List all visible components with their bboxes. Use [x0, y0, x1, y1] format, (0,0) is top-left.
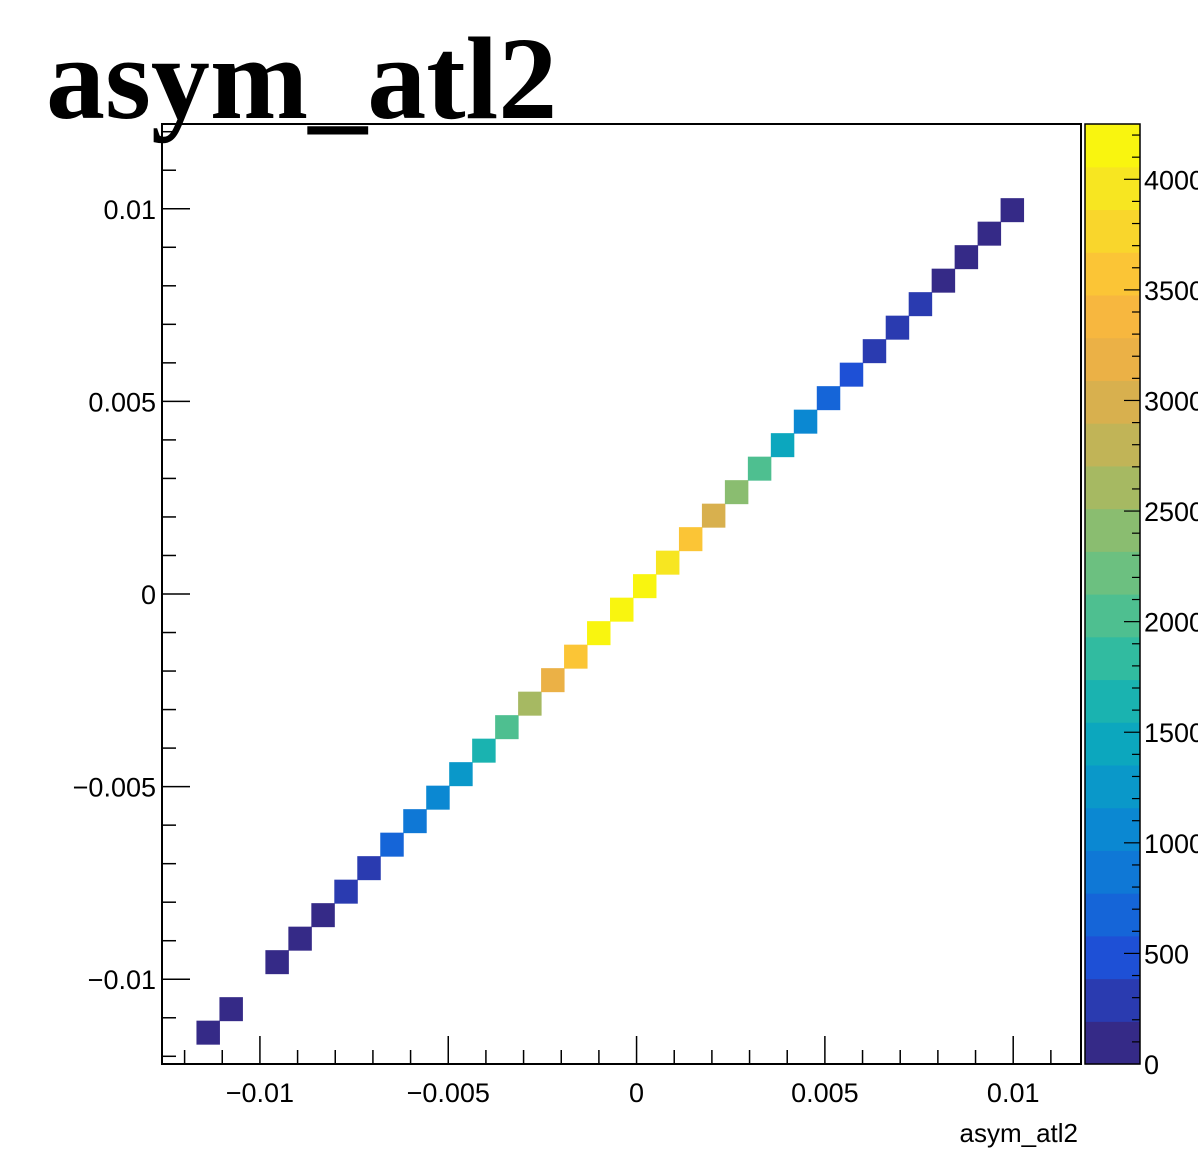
colorbar-tick-label: 0: [1144, 1050, 1159, 1080]
y-tick-label: 0: [141, 580, 156, 610]
colorbar-band: [1085, 1021, 1140, 1065]
colorbar: [1085, 124, 1140, 1065]
colorbar-band: [1085, 508, 1140, 552]
heatmap-bin: [311, 903, 335, 928]
y-tick-label: 0.005: [88, 387, 156, 417]
heatmap-bin: [931, 268, 956, 293]
colorbar-band: [1085, 893, 1140, 937]
colorbar-frame: [1084, 123, 1141, 1065]
plot-frame: [161, 123, 1082, 1065]
colorbar-band: [1085, 594, 1140, 638]
chart-title: asym_atl2: [46, 13, 557, 144]
y-axis: 0.01 0.005 0 −0.005 −0.01: [73, 130, 190, 1058]
colorbar-tick-label: 2000: [1144, 608, 1198, 638]
x-axis-label: asym_atl2: [960, 1118, 1079, 1148]
heatmap-bin: [701, 503, 726, 528]
heatmap-bin: [954, 245, 979, 270]
heatmap-bin: [908, 292, 933, 317]
heatmap-bin: [495, 715, 519, 740]
heatmap-bin: [816, 386, 841, 411]
x-tick-label: 0.01: [987, 1078, 1040, 1108]
colorbar-ticks: 0 500 1000 1500 2000 2500 3000 3500 4000: [1124, 134, 1198, 1080]
colorbar-band: [1085, 679, 1140, 723]
heatmap-bin: [587, 621, 611, 646]
x-axis: −0.01 −0.005 0 0.005 0.01: [183, 1036, 1052, 1108]
heatmap-bin: [862, 339, 887, 364]
colorbar-band: [1085, 807, 1140, 851]
heatmap-bin: [541, 668, 565, 693]
heatmap-bin: [770, 433, 795, 458]
colorbar-band: [1085, 294, 1140, 339]
colorbar-band: [1085, 423, 1140, 467]
colorbar-band: [1085, 337, 1140, 381]
heatmap-bin: [678, 527, 703, 552]
colorbar-band: [1085, 722, 1140, 766]
colorbar-tick-label: 3000: [1144, 386, 1198, 416]
heatmap-bin: [724, 480, 749, 505]
heatmap-bin: [793, 409, 818, 434]
heatmap-bin: [357, 856, 381, 881]
heatmap-bin: [839, 362, 864, 387]
heatmap-bins: [196, 198, 1025, 1045]
heatmap-bin: [265, 950, 289, 975]
colorbar-band: [1085, 636, 1140, 681]
heatmap-bin: [196, 1020, 220, 1045]
y-tick-label: −0.01: [88, 965, 156, 995]
heatmap-bin: [655, 550, 680, 575]
colorbar-band: [1085, 166, 1140, 211]
heatmap-bin: [1000, 198, 1025, 223]
heatmap-bin: [564, 644, 588, 669]
heatmap-bin: [518, 691, 542, 716]
colorbar-band: [1085, 209, 1140, 253]
colorbar-tick-label: 4000: [1144, 165, 1198, 195]
heatmap-bin: [403, 809, 427, 834]
heatmap-bin: [885, 315, 910, 340]
heatmap-bin: [334, 879, 358, 904]
colorbar-band: [1085, 380, 1140, 424]
heatmap-bin: [610, 597, 634, 622]
x-tick-label: −0.005: [407, 1078, 490, 1108]
heatmap-bin: [449, 762, 473, 787]
colorbar-band: [1085, 252, 1140, 296]
heatmap-bin: [380, 832, 404, 857]
colorbar-tick-label: 2500: [1144, 497, 1198, 527]
heatmap-bin: [472, 738, 496, 763]
colorbar-band: [1085, 850, 1140, 894]
x-tick-label: 0.005: [791, 1078, 859, 1108]
x-tick-label: 0: [629, 1078, 644, 1108]
x-tick-label: −0.01: [226, 1078, 294, 1108]
colorbar-tick-label: 3500: [1144, 276, 1198, 306]
colorbar-band: [1085, 551, 1140, 595]
colorbar-tick-label: 500: [1144, 939, 1189, 969]
colorbar-band: [1085, 935, 1140, 980]
heatmap-bin: [426, 785, 450, 810]
heatmap-bin: [219, 997, 243, 1022]
colorbar-tick-label: 1000: [1144, 829, 1198, 859]
heatmap-bin: [632, 574, 657, 599]
y-tick-label: 0.01: [103, 195, 156, 225]
heatmap-bin: [288, 926, 312, 951]
colorbar-band: [1085, 465, 1140, 510]
colorbar-band: [1085, 978, 1140, 1022]
heatmap-bin: [747, 456, 772, 481]
heatmap-bin: [977, 221, 1002, 246]
y-tick-label: −0.005: [73, 773, 156, 803]
colorbar-band: [1085, 124, 1140, 168]
colorbar-band: [1085, 764, 1140, 809]
colorbar-tick-label: 1500: [1144, 718, 1198, 748]
